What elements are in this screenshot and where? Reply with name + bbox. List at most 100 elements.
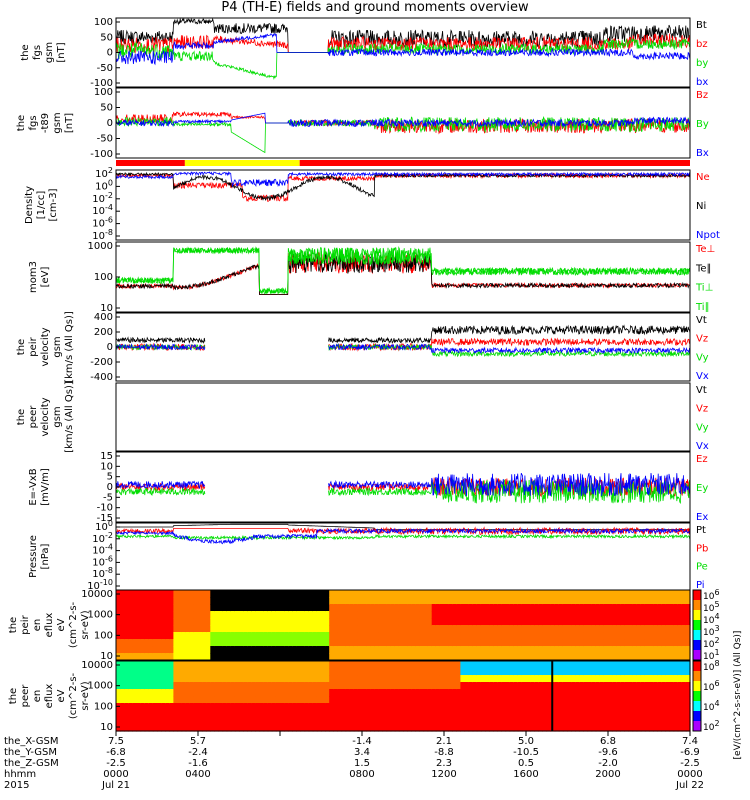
legend-p1-by: by (696, 58, 708, 69)
ytick-label-p2: 50 (100, 103, 113, 114)
panel-ylabel-p5: velocity (40, 327, 51, 366)
ytick-label-p3: 10-6 (92, 216, 113, 230)
series-p5-Vx (115, 342, 691, 355)
xaxis-tick-label: 3.4 (354, 747, 370, 758)
xaxis-tick-label: -6.9 (680, 747, 700, 758)
panel-ylabel-p9: the (8, 617, 19, 633)
colorbar-cell (693, 630, 701, 641)
panel-ylabel-p9: (cm^2-s- (68, 601, 79, 648)
colorbar-tick: 106 (703, 588, 720, 602)
xaxis-tick-label: 1.5 (354, 758, 370, 769)
legend-p6-Vx: Vx (696, 441, 709, 452)
series-p8-Pe (115, 533, 691, 541)
ytick-label-p7: -15 (97, 513, 113, 524)
legend-p8-Pi: Pi (696, 580, 705, 591)
colorbar-cell (693, 590, 701, 601)
panel-ylabel-p8: Pressure (28, 535, 39, 578)
legend-p2-By: By (696, 119, 709, 130)
ytick-label-p9: 100 (94, 630, 113, 641)
series-p1-by (115, 37, 691, 81)
panel-frame-p3 (115, 169, 691, 241)
xaxis-tick-label: 0000 (103, 769, 128, 780)
panel-ylabel-p3: [1/cc] (36, 191, 47, 220)
xaxis-tick-label: Jul 21 (101, 780, 130, 791)
panel-frame-p6 (115, 382, 691, 452)
series-p1-bx (115, 33, 691, 66)
ytick-label-p7: 0 (107, 482, 113, 493)
xaxis-tick-label: 5.0 (518, 736, 534, 747)
colorbar-cell (693, 600, 701, 611)
series-p2-Bx (115, 112, 691, 129)
colorbar-cell (693, 681, 701, 692)
xaxis-tick-label: -10.5 (513, 747, 539, 758)
xaxis-tick-label: 0800 (349, 769, 374, 780)
colorbar-cell (693, 721, 701, 732)
xaxis-tick-label: -6.8 (106, 747, 126, 758)
series-p4-Te∥ (115, 252, 691, 295)
colorbar-cell (693, 671, 701, 682)
panel-ylabel-p2: the (16, 115, 27, 131)
panel-ylabel-p9: eflux (44, 613, 55, 638)
colorbar-tick: 102 (703, 636, 720, 650)
ytick-label-p8: 100 (95, 519, 113, 533)
legend-p6-Vy: Vy (696, 422, 709, 433)
legend-p2-Bz: Bz (696, 90, 708, 101)
ytick-label-p9: 1000 (88, 610, 113, 621)
xaxis-row-label: the_X-GSM (4, 736, 58, 747)
ytick-label-p10: 10000 (81, 660, 113, 671)
chart-title: P4 (TH-E) fields and ground moments over… (221, 0, 529, 15)
panel-frame-p10 (115, 660, 691, 732)
xaxis-tick-label: -1.6 (188, 758, 208, 769)
panel-ylabel-p10: en (32, 690, 43, 703)
panel-ylabel-p3: Density (24, 186, 35, 224)
panel-ylabel-p3: [cm-3] (48, 188, 59, 221)
series-p8-Pi (115, 527, 691, 545)
panel-ylabel-p1: the (20, 44, 31, 60)
colorbar-label: [eV/(cm^2-s-sr-eV)] (All Qs)] (733, 631, 743, 760)
legend-p3-Npot: Npot (696, 230, 720, 241)
spectrogram-p10 (116, 661, 691, 732)
xaxis-tick-label: Jul 22 (675, 780, 704, 791)
ytick-label-p7: -10 (97, 503, 113, 514)
xaxis-row-label: 2015 (4, 780, 29, 791)
panel-ylabel-p5: [km/s (All Qs)] (64, 311, 75, 383)
xaxis-tick-label: 0400 (185, 769, 210, 780)
panel-ylabel-p6: peer (28, 405, 39, 429)
series-p1-Bt (115, 17, 691, 53)
panel-ylabel-p7: E=-VxB (28, 468, 39, 505)
legend-p1-bx: bx (696, 77, 708, 88)
ytick-label-p9: 10000 (81, 589, 113, 600)
spectrogram-p9 (116, 590, 691, 661)
xaxis-tick-label: -1.4 (352, 736, 372, 747)
legend-p8-Pb: Pb (696, 543, 708, 554)
xaxis-row-label: the_Y-GSM (4, 747, 57, 758)
ytick-label-p3: 10-2 (92, 191, 113, 205)
panel-ylabel-p4: [eV] (40, 267, 51, 288)
panel-ylabel-p10: sr-eV) (80, 681, 91, 710)
ytick-label-p5: 200 (94, 327, 113, 338)
xaxis-tick-label: 1600 (513, 769, 538, 780)
legend-p7-Ey: Ey (696, 483, 708, 494)
ytick-label-p4: 100 (94, 272, 113, 283)
panel-ylabel-p1: [nT] (56, 42, 67, 62)
panel-ylabel-p2: -t89 (40, 113, 51, 133)
legend-p7-Ez: Ez (696, 454, 708, 465)
panel-ylabel-p7: [mV/m] (40, 468, 51, 506)
xaxis-tick-label: 6.8 (600, 736, 616, 747)
series-p2-By (115, 115, 691, 154)
colorbar-cell (693, 711, 701, 722)
colorbar-cell (693, 620, 701, 631)
ytick-label-p2: 100 (94, 87, 113, 98)
ytick-label-p8: 10-6 (92, 554, 113, 568)
series-p3-Npot (115, 171, 691, 188)
colorbar-cell (693, 640, 701, 651)
ytick-label-p3: 102 (95, 166, 113, 180)
ytick-label-p8: 10-8 (92, 566, 113, 580)
ytick-label-p7: 15 (100, 451, 113, 462)
xaxis-tick-label: 7.5 (108, 736, 124, 747)
series-p4-Te⊥ (115, 252, 691, 295)
colorbar-tick: 104 (703, 612, 720, 626)
ytick-label-p10: 10 (100, 722, 113, 733)
ytick-label-p8: 10-10 (87, 578, 113, 592)
panel-ylabel-p9: eV (56, 618, 67, 631)
